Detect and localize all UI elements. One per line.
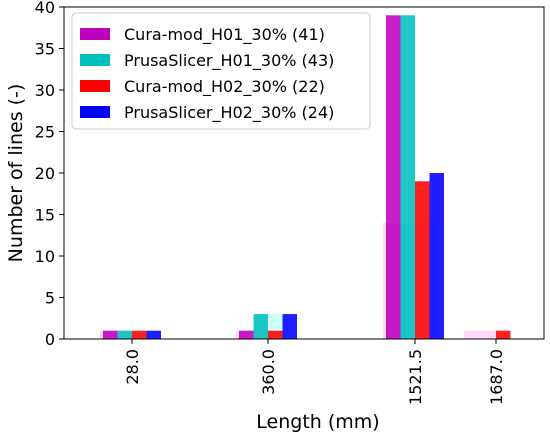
y-axis-ticks: 0 5 10 15 20 25 30 35 40 — [35, 0, 64, 349]
x-tick-label: 1521.5 — [406, 349, 425, 405]
legend-swatch — [80, 54, 110, 66]
x-tick-label: 360.0 — [259, 349, 278, 395]
legend-label: Cura-mod_H01_30% (41) — [124, 25, 325, 45]
y-tick-label: 25 — [35, 123, 55, 142]
bar-2-1521.5 — [400, 15, 415, 340]
bar-3-360.0 — [268, 330, 283, 339]
bar-2-28.0 — [117, 330, 132, 339]
y-tick-label: 15 — [35, 206, 55, 225]
legend: Cura-mod_H01_30% (41) PrusaSlicer_H01_30%… — [71, 12, 371, 130]
bar-1-1521.5 — [386, 15, 401, 340]
legend-label: Cura-mod_H02_30% (22) — [124, 77, 325, 97]
x-tick-label: 1687.0 — [487, 349, 506, 405]
background-bar — [464, 330, 496, 339]
bar-4-360.0 — [282, 314, 297, 339]
bar-3-1521.5 — [415, 181, 430, 339]
y-tick-label: 5 — [45, 289, 55, 308]
y-tick-label: 40 — [35, 0, 55, 17]
bar-4-1521.5 — [429, 173, 444, 339]
bar-1-28.0 — [103, 330, 118, 339]
legend-box — [71, 12, 371, 130]
y-axis-label: Number of lines (-) — [5, 84, 27, 263]
data-bars — [103, 15, 511, 340]
bar-2-360.0 — [253, 314, 268, 339]
y-tick-label: 0 — [45, 330, 55, 349]
y-tick-label: 10 — [35, 247, 55, 266]
bar-4-28.0 — [146, 330, 161, 339]
legend-label: PrusaSlicer_H01_30% (43) — [124, 51, 334, 71]
bar-3-28.0 — [132, 330, 147, 339]
bar-1-360.0 — [239, 330, 254, 339]
bar-3-1687.0 — [496, 330, 511, 339]
y-tick-label: 30 — [35, 81, 55, 100]
x-axis-label: Length (mm) — [256, 411, 379, 433]
y-tick-label: 20 — [35, 164, 55, 183]
legend-label: PrusaSlicer_H02_30% (24) — [124, 103, 334, 123]
legend-swatch — [80, 28, 110, 40]
legend-swatch — [80, 106, 110, 118]
legend-swatch — [80, 80, 110, 92]
x-axis-ticks: 28.0 360.0 1521.5 1687.0 — [123, 339, 506, 405]
x-tick-label: 28.0 — [123, 349, 142, 385]
y-tick-label: 35 — [35, 40, 55, 59]
